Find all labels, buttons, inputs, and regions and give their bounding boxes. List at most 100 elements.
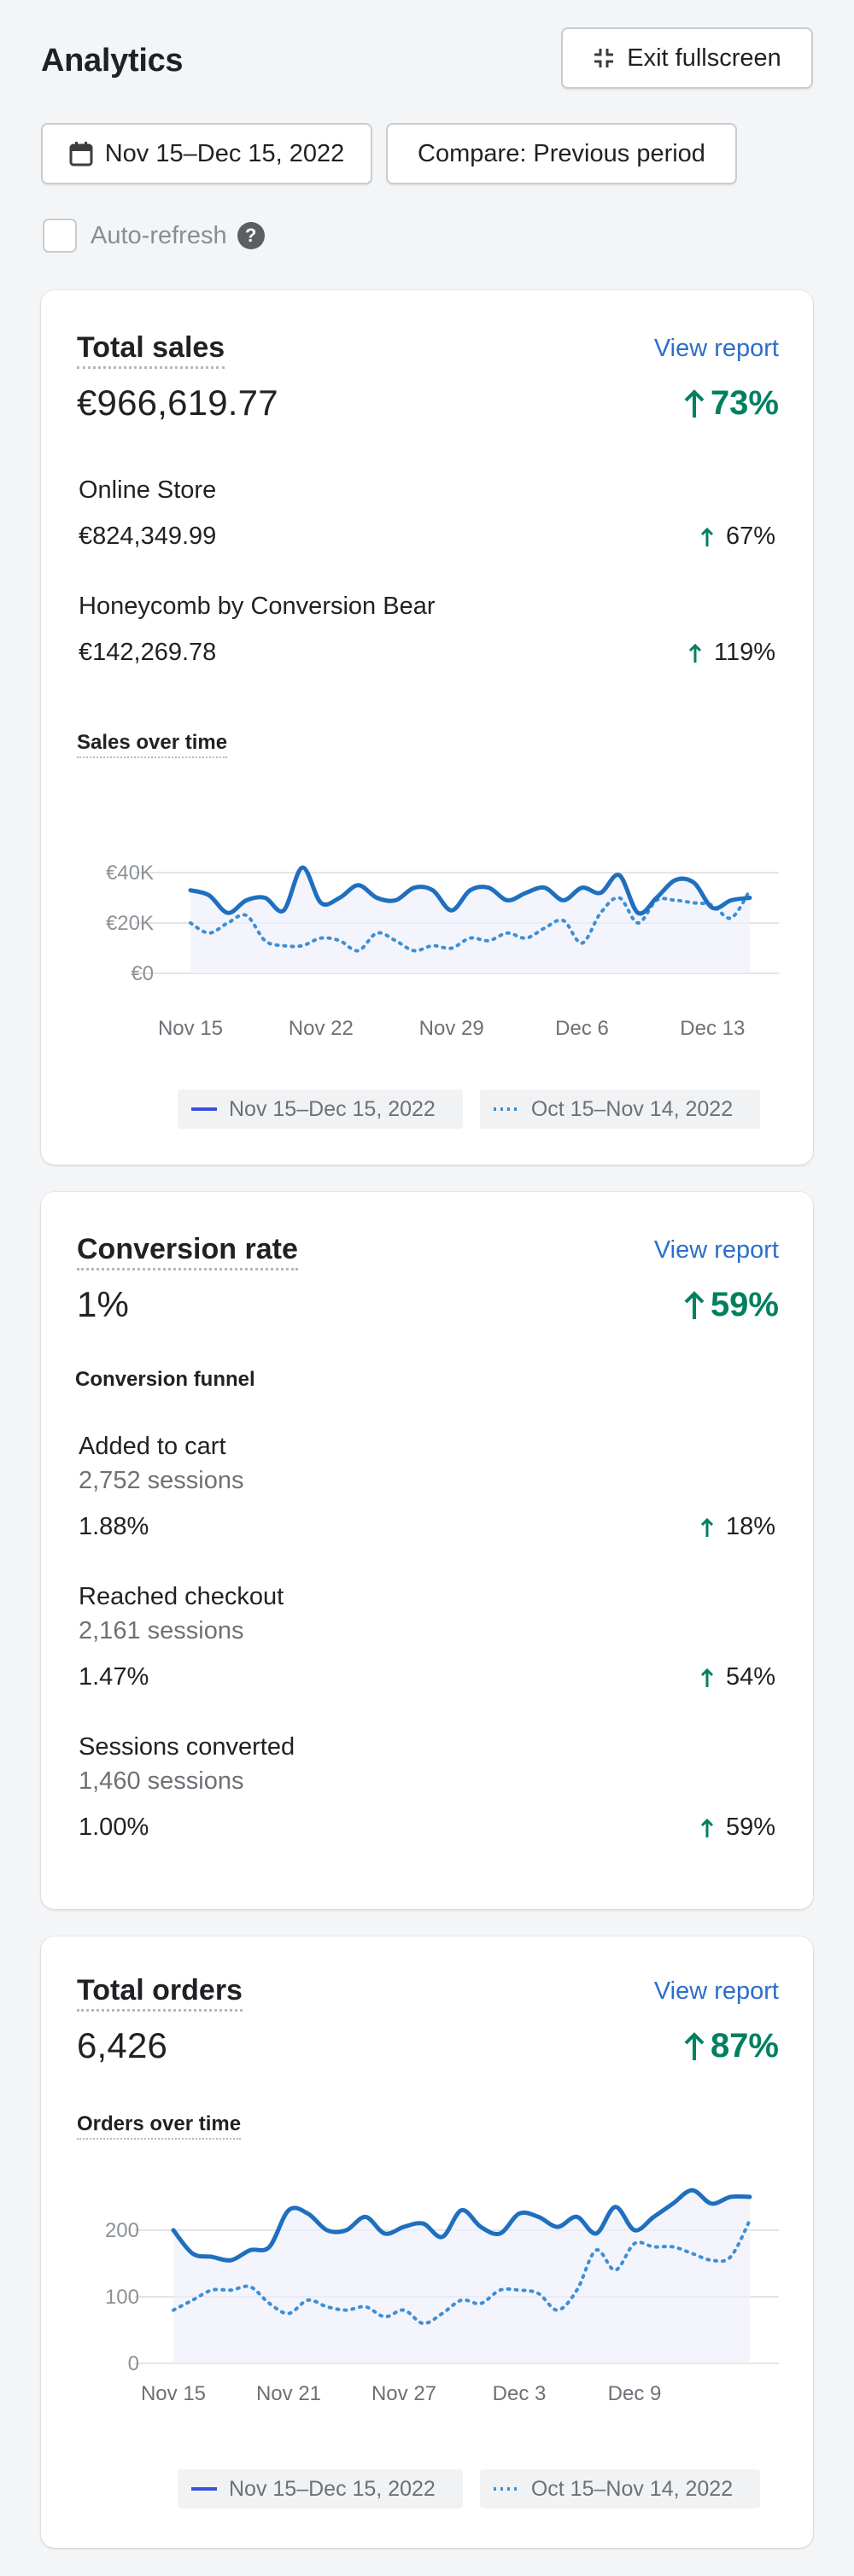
arrow-up-icon — [684, 388, 705, 418]
arrow-up-icon — [700, 527, 714, 546]
delta-value: 87% — [710, 2027, 779, 2065]
delta-value: 18% — [725, 1513, 775, 1540]
date-range-button[interactable]: Nov 15–Dec 15, 2022 — [41, 123, 372, 184]
funnel-step-sessions: 2,752 sessions — [79, 1467, 244, 1494]
legend-label: Nov 15–Dec 15, 2022 — [229, 1096, 436, 1121]
y-tick-label: 100 — [105, 2286, 139, 2309]
funnel-step-name: Added to cart — [79, 1433, 226, 1460]
exit-fullscreen-label: Exit fullscreen — [627, 44, 781, 72]
channel-value: €824,349.99 — [79, 523, 217, 550]
orders-over-time-chart: 0 100 200 Nov 15 Nov 21 Nov 27 Dec 3 Dec 9 — [105, 2188, 779, 2405]
channel-value: €142,269.78 — [79, 639, 217, 666]
conversion-rate-card: Conversion rate View report 1% 59% Conve… — [41, 1192, 813, 1909]
funnel-step-delta: 54% — [700, 1663, 775, 1691]
delta-value: 59% — [725, 1814, 775, 1841]
sales-over-time-chart: €0 €20K €40K Nov 15 Nov 22 Nov 29 Dec 6 Dec 13 — [106, 862, 779, 1040]
delta-value: 119% — [713, 639, 775, 666]
x-tick-label: Dec 3 — [493, 2382, 547, 2405]
series-line-previous[interactable] — [172, 2218, 752, 2326]
channel-delta: 67% — [700, 523, 775, 551]
y-tick-label: €40K — [106, 862, 154, 885]
y-tick-label: 200 — [105, 2219, 139, 2242]
view-report-link[interactable]: View report — [653, 1977, 779, 2005]
funnel-step-rate: 1.00% — [79, 1814, 149, 1841]
auto-refresh-label: Auto-refresh — [91, 221, 227, 249]
exit-fullscreen-button[interactable]: Exit fullscreen — [561, 27, 813, 89]
chart-legend: Nov 15–Dec 15, 2022 Oct 15–Nov 14, 2022 — [178, 1089, 761, 1129]
x-tick-label: Dec 13 — [680, 1017, 745, 1040]
channel-delta: 119% — [688, 639, 775, 667]
conversion-rate-value: 1% — [77, 1284, 130, 1324]
legend-label: Nov 15–Dec 15, 2022 — [229, 2476, 436, 2501]
exit-fullscreen-icon — [593, 47, 615, 69]
x-tick-label: Dec 9 — [608, 2382, 662, 2405]
compare-label: Compare: Previous period — [418, 139, 705, 167]
delta-value: 73% — [710, 384, 779, 422]
y-tick-label: €0 — [131, 962, 154, 985]
auto-refresh-checkbox[interactable] — [43, 219, 77, 253]
total-sales-delta: 73% — [683, 384, 779, 423]
page-title: Analytics — [41, 43, 184, 79]
funnel-step-delta: 59% — [700, 1814, 775, 1842]
card-title[interactable]: Conversion rate — [77, 1233, 298, 1270]
compare-button[interactable]: Compare: Previous period — [386, 123, 737, 184]
chart-title[interactable]: Sales over time — [77, 731, 228, 758]
date-range-label: Nov 15–Dec 15, 2022 — [104, 139, 345, 167]
chart-title[interactable]: Orders over time — [77, 2112, 242, 2140]
total-orders-value: 6,426 — [77, 2025, 168, 2065]
area-fill-current — [173, 2190, 750, 2363]
legend-label: Oct 15–Nov 14, 2022 — [530, 1096, 734, 1121]
card-title[interactable]: Total orders — [77, 1974, 243, 2012]
arrow-up-icon — [684, 1290, 705, 1319]
y-tick-label: €20K — [106, 912, 154, 935]
calendar-icon — [69, 141, 93, 166]
solid-line-swatch — [191, 1107, 217, 1112]
total-sales-value: €966,619.77 — [77, 383, 278, 423]
arrow-up-icon — [688, 643, 702, 663]
channel-name: Online Store — [79, 476, 217, 504]
funnel-step-sessions: 2,161 sessions — [79, 1617, 244, 1644]
area-fill-current — [190, 867, 750, 973]
x-tick-label: Nov 22 — [289, 1017, 354, 1040]
view-report-link[interactable]: View report — [653, 335, 779, 362]
delta-value: 54% — [725, 1663, 775, 1691]
conversion-rate-delta: 59% — [683, 1286, 779, 1324]
solid-line-swatch — [191, 2486, 217, 2491]
delta-value: 59% — [710, 1286, 779, 1323]
funnel-step-delta: 18% — [700, 1513, 775, 1541]
total-orders-card: Total orders View report 6,426 87% Order… — [41, 1936, 813, 2548]
arrow-up-icon — [700, 1818, 714, 1837]
legend-current[interactable]: Nov 15–Dec 15, 2022 — [178, 1089, 463, 1129]
legend-previous[interactable]: Oct 15–Nov 14, 2022 — [479, 1089, 761, 1129]
x-tick-label: Dec 6 — [555, 1017, 609, 1040]
auto-refresh: Auto-refresh ? — [43, 219, 265, 253]
series-line-current[interactable] — [171, 2188, 752, 2263]
arrow-up-icon — [700, 1517, 714, 1537]
series-line-current[interactable] — [188, 865, 752, 916]
card-title[interactable]: Total sales — [77, 331, 225, 369]
x-tick-label: Nov 21 — [256, 2382, 321, 2405]
x-tick-label: Nov 15 — [141, 2382, 206, 2405]
delta-value: 67% — [725, 523, 775, 550]
funnel-step-name: Reached checkout — [79, 1583, 284, 1610]
x-tick-label: Nov 29 — [419, 1017, 484, 1040]
funnel-step-rate: 1.47% — [79, 1663, 149, 1691]
arrow-up-icon — [700, 1668, 714, 1687]
x-tick-label: Nov 15 — [158, 1017, 223, 1040]
total-orders-delta: 87% — [683, 2027, 779, 2065]
dotted-line-swatch — [493, 2486, 519, 2491]
arrow-up-icon — [684, 2031, 705, 2060]
view-report-link[interactable]: View report — [653, 1236, 779, 1264]
x-tick-label: Nov 27 — [371, 2382, 436, 2405]
chart-legend: Nov 15–Dec 15, 2022 Oct 15–Nov 14, 2022 — [178, 2469, 761, 2509]
channel-name: Honeycomb by Conversion Bear — [79, 593, 436, 620]
legend-current[interactable]: Nov 15–Dec 15, 2022 — [178, 2469, 463, 2509]
funnel-step-sessions: 1,460 sessions — [79, 1767, 244, 1795]
legend-label: Oct 15–Nov 14, 2022 — [530, 2476, 734, 2501]
total-sales-card: Total sales View report €966,619.77 73% … — [41, 290, 813, 1165]
legend-previous[interactable]: Oct 15–Nov 14, 2022 — [479, 2469, 761, 2509]
funnel-step-name: Sessions converted — [79, 1733, 295, 1761]
help-icon[interactable]: ? — [237, 222, 265, 249]
dotted-line-swatch — [493, 1107, 519, 1112]
